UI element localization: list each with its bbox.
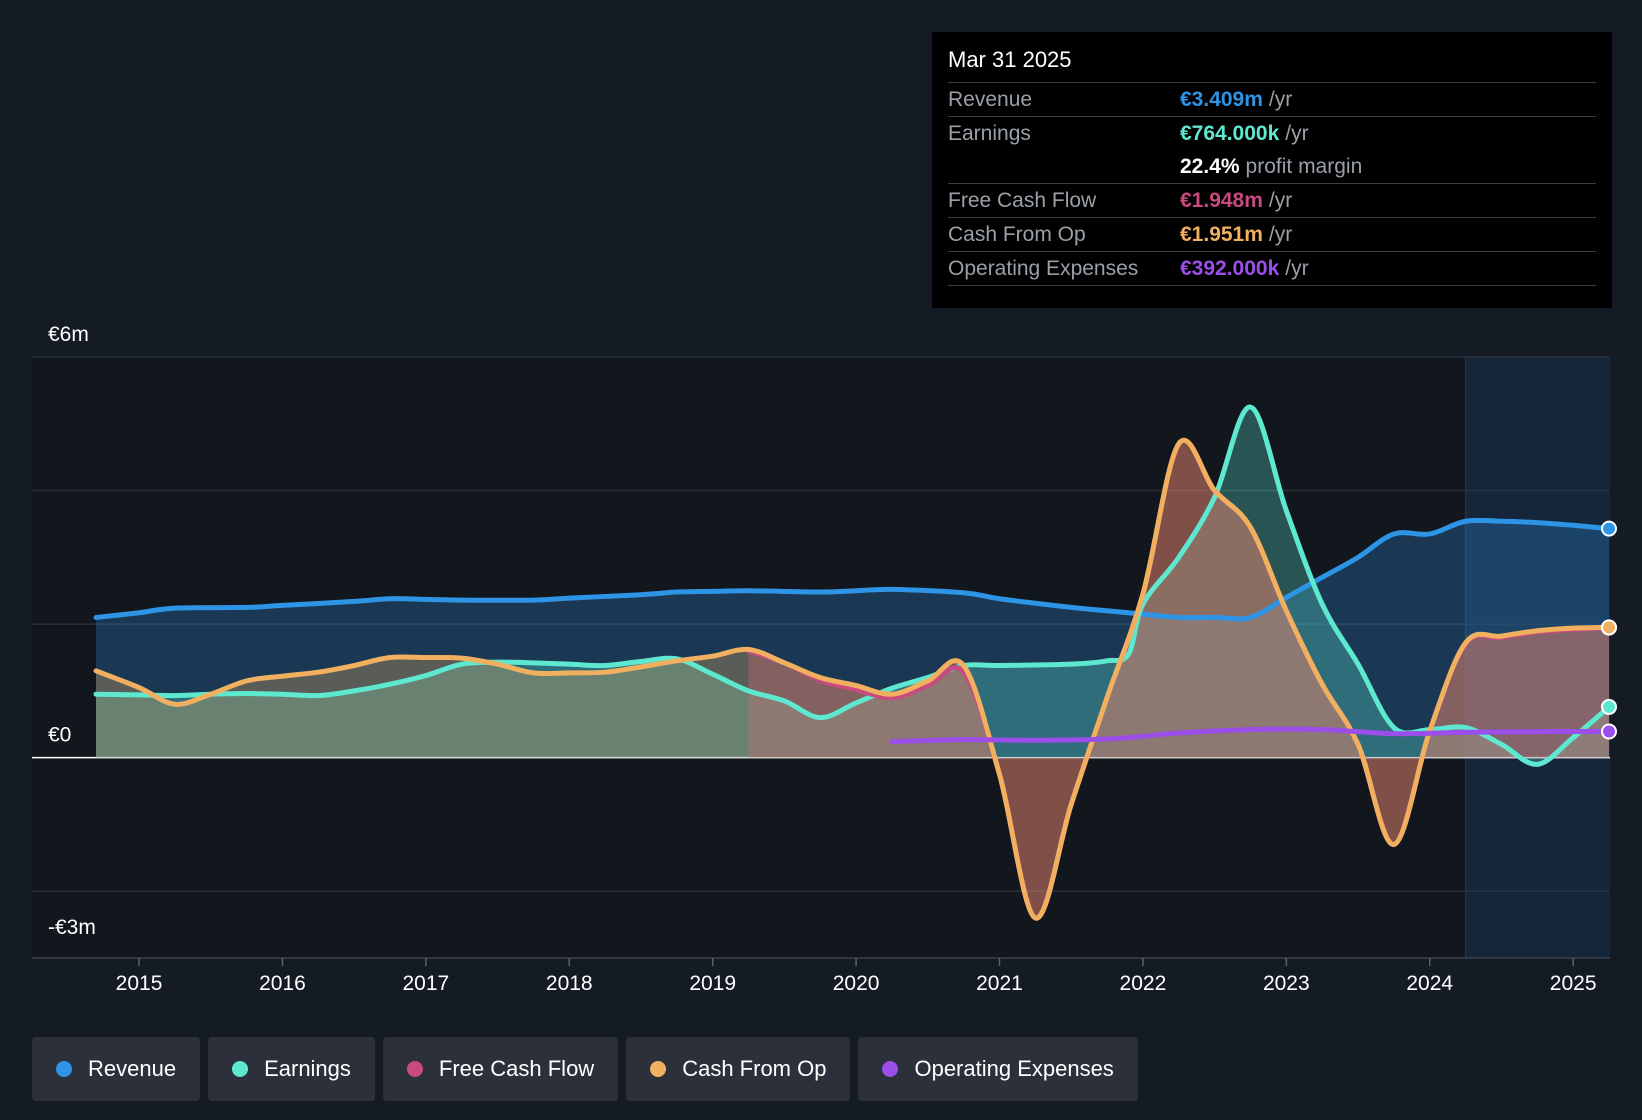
tooltip-value: €1.951m [1180,223,1263,246]
x-tick-label: 2023 [1263,972,1310,995]
legend-label: Cash From Op [682,1056,827,1081]
chart-legend: Revenue Earnings Free Cash Flow Cash Fro… [32,1037,1138,1101]
revenue-line [93,517,1612,622]
cash-from-op-area [96,440,1609,919]
tooltip-unit: /yr [1285,257,1309,280]
tooltip-row-cfo: Cash From Op €1.951m /yr [948,218,1596,252]
revenue-end-marker [1601,520,1617,537]
y-tick-label: €0 [48,724,71,747]
tooltip-label [948,150,1180,183]
x-tick-label: 2021 [976,972,1023,995]
tooltip-value: €1.948m [1180,189,1263,212]
plot-area [32,357,1610,958]
legend-label: Free Cash Flow [438,1056,595,1081]
revenue-area [96,520,1609,758]
tooltip-row-fcf: Free Cash Flow €1.948m /yr [948,184,1596,218]
tooltip-unit: /yr [1268,189,1293,212]
free-cash-flow-area [748,440,1609,919]
y-tick-label: €6m [48,323,89,346]
cash-from-op-dot-icon [650,1061,667,1077]
operating-expenses-dot-icon [882,1061,899,1077]
tooltip-unit: /yr [1268,223,1293,246]
tooltip-date: Mar 31 2025 [948,46,1596,83]
tooltip-value: €764.000k [1180,122,1280,145]
tooltip-unit: profit margin [1245,155,1363,178]
legend-label: Earnings [264,1056,351,1081]
legend-label: Revenue [88,1056,177,1081]
tooltip-unit: /yr [1285,122,1309,145]
operating-expenses-line [889,726,1612,745]
highlight-region [1465,357,1610,958]
revenue-dot-icon [56,1061,72,1077]
x-tick-label: 2015 [116,972,163,995]
x-tick-label: 2017 [402,972,449,995]
legend-item-earnings[interactable]: Earnings [208,1037,375,1101]
financials-chart: €6m €0 -€3m 2015 2016 2017 2018 2019 2020 2021 202… [32,323,1617,995]
tooltip-label: Earnings [948,122,1031,145]
tooltip-unit: /yr [1268,88,1293,111]
x-tick-label: 2020 [833,972,880,995]
x-tick-label: 2024 [1406,972,1453,995]
tooltip-value: €392.000k [1180,257,1280,280]
tooltip-label: Revenue [948,88,1033,111]
cash-from-op-end-marker [1601,619,1617,636]
operating-expenses-end-marker [1601,723,1617,740]
legend-item-free-cash-flow[interactable]: Free Cash Flow [382,1037,619,1101]
tooltip-row-revenue: Revenue €3.409m /yr [948,83,1596,117]
free-cash-flow-dot-icon [406,1061,423,1077]
legend-item-operating-expenses[interactable]: Operating Expenses [858,1037,1138,1101]
tooltip-row-margin: 22.4% profit margin [948,150,1596,184]
legend-label: Operating Expenses [914,1056,1114,1081]
x-tick-label: 2018 [546,972,593,995]
legend-item-revenue[interactable]: Revenue [32,1037,201,1101]
x-tick-label: 2025 [1550,972,1597,995]
y-tick-label: -€3m [48,916,96,939]
earnings-end-marker [1601,698,1617,715]
tooltip-label: Free Cash Flow [948,189,1097,212]
tooltip-label: Operating Expenses [948,257,1139,280]
earnings-dot-icon [232,1061,249,1077]
cash-from-op-line [93,438,1612,921]
tooltip-label: Cash From Op [948,223,1086,246]
x-tick-label: 2022 [1120,972,1167,995]
tooltip-row-opex: Operating Expenses €392.000k /yr [948,252,1596,286]
legend-item-cash-from-op[interactable]: Cash From Op [626,1037,851,1101]
tooltip-value: €3.409m [1180,88,1263,111]
tooltip-value: 22.4% [1180,155,1240,178]
data-tooltip: Mar 31 2025 Revenue €3.409m /yr Earnings… [932,32,1612,308]
earnings-area [96,407,1609,765]
x-tick-label: 2019 [689,972,736,995]
tooltip-row-earnings: Earnings €764.000k /yr [948,117,1596,150]
x-tick-label: 2016 [259,972,306,995]
